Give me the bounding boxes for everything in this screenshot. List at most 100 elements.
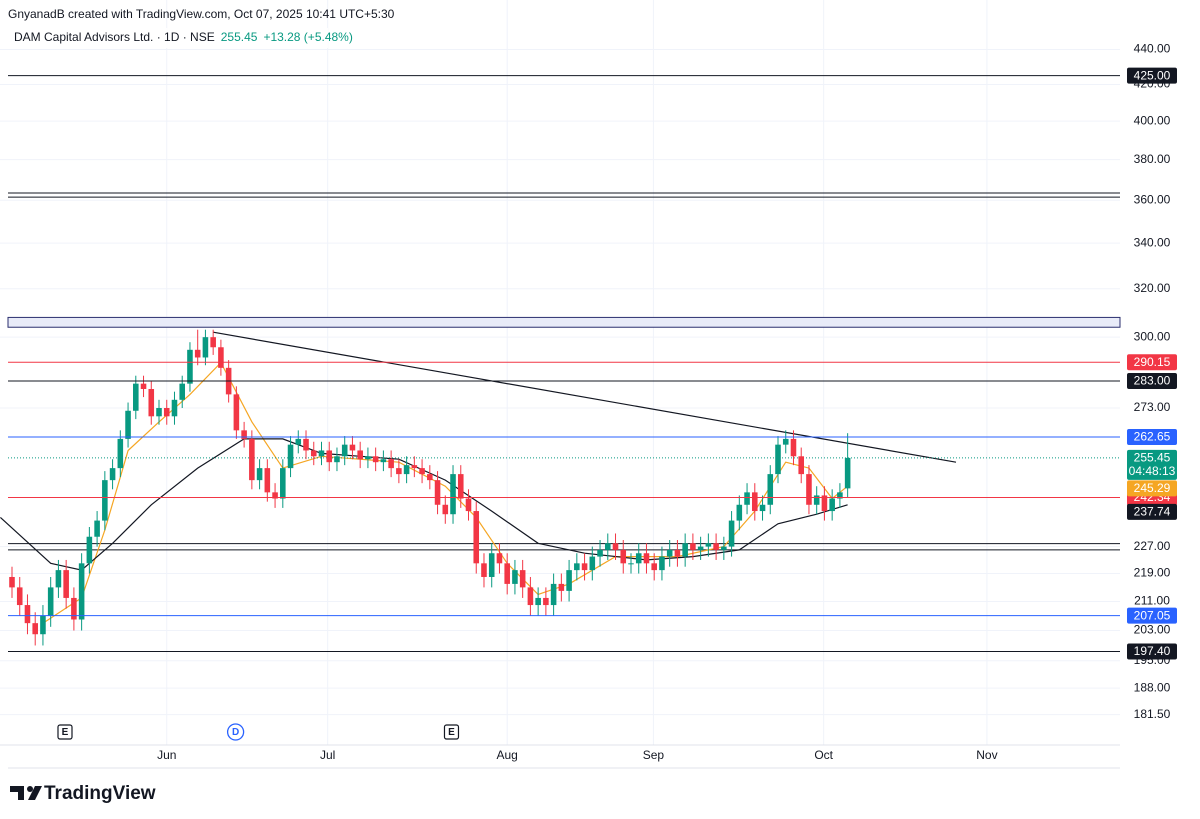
candle-body	[341, 444, 348, 457]
candle-body	[102, 480, 108, 521]
candle-body	[187, 349, 193, 384]
candle-body	[388, 459, 394, 469]
candle-body	[481, 563, 487, 577]
level-label: 207.05	[1134, 608, 1171, 622]
y-tick-label: 360.00	[1134, 192, 1171, 206]
candle-body	[47, 587, 54, 616]
candle-body	[744, 492, 750, 505]
candle-body	[496, 553, 503, 564]
candle-body	[109, 468, 116, 481]
y-tick-label: 400.00	[1134, 113, 1171, 127]
candle-body	[620, 549, 627, 564]
y-tick-label: 227.00	[1134, 539, 1171, 553]
y-tick-label: 340.00	[1134, 235, 1171, 249]
logo-icon	[10, 786, 42, 800]
candle-body	[728, 520, 735, 547]
x-tick-label: Nov	[976, 748, 997, 762]
candle-body	[473, 511, 480, 564]
candle-body	[125, 410, 131, 439]
candle-body	[581, 563, 588, 571]
candle-body	[566, 570, 572, 591]
candle-body	[163, 408, 170, 417]
candle-body	[782, 438, 789, 445]
candle-body	[16, 587, 23, 606]
candle-body	[133, 383, 139, 411]
header-price: 255.45	[221, 30, 258, 44]
candle-body	[357, 450, 363, 460]
candle-body	[512, 570, 518, 584]
candle-body	[635, 553, 642, 564]
candle-body	[210, 337, 216, 348]
x-tick-label: Jun	[157, 748, 176, 762]
level-label-bg	[1127, 643, 1177, 660]
candle-body	[71, 597, 77, 620]
candle-body	[78, 563, 85, 620]
candle-body	[295, 438, 302, 445]
candle-body	[736, 504, 743, 521]
candle-body	[117, 438, 124, 469]
candle-body	[813, 495, 820, 505]
candle-body	[334, 456, 340, 463]
candle-body	[326, 450, 333, 463]
candle-body	[844, 457, 851, 489]
candle-body	[659, 556, 665, 571]
candle-body	[55, 570, 62, 588]
candle-body	[241, 430, 247, 439]
y-tick-label: 300.00	[1134, 329, 1171, 343]
ma-label: 237.74	[1134, 505, 1171, 519]
zone	[7, 316, 1121, 328]
event-marker-label: D	[232, 727, 239, 738]
candle-body	[759, 504, 766, 512]
candle-body	[396, 468, 402, 475]
candle-body	[32, 623, 38, 635]
candle-body	[403, 465, 410, 475]
candle-body	[249, 438, 255, 481]
candle-body	[837, 492, 843, 499]
candle-body	[651, 563, 657, 571]
level-label: 283.00	[1134, 374, 1171, 388]
level-label: 290.15	[1134, 355, 1171, 369]
x-tick-label: Oct	[814, 748, 833, 762]
candle-body	[721, 546, 727, 550]
candle-body	[256, 468, 263, 481]
y-tick-label: 273.00	[1134, 400, 1171, 414]
candle-body	[767, 474, 774, 505]
header-change: +13.28 (+5.48%)	[263, 30, 352, 44]
candle-body	[527, 587, 534, 606]
candle-body	[821, 495, 828, 512]
candle-body	[63, 570, 69, 598]
trendline	[213, 331, 957, 463]
x-tick-label: Sep	[643, 748, 665, 762]
candle-body	[450, 474, 456, 515]
y-tick-label: 440.00	[1134, 42, 1171, 56]
candle-body	[674, 549, 681, 557]
candle-body	[535, 597, 541, 606]
candle-body	[752, 492, 758, 512]
candle-body	[427, 474, 433, 481]
candle-body	[411, 465, 418, 469]
candle-body	[666, 549, 673, 557]
legend-bg	[6, 28, 328, 48]
grid	[0, 0, 1120, 745]
candle-body	[287, 444, 294, 469]
candle-body	[798, 456, 805, 475]
candle-body	[280, 468, 286, 499]
candle-body	[519, 570, 526, 588]
candle-body	[94, 520, 100, 537]
logo-dot	[27, 786, 33, 792]
level-label-bg	[1127, 67, 1177, 84]
last-price-bg	[1127, 449, 1177, 480]
candle-body	[465, 498, 472, 512]
price-axis: 440.00420.00400.00380.00360.00340.00320.…	[0, 42, 1177, 769]
candle-body	[194, 349, 201, 358]
brand: TradingView	[44, 783, 156, 804]
candle-body	[705, 543, 712, 547]
candle-body	[233, 394, 240, 431]
candle-body	[775, 444, 781, 475]
last-price-label: 255.45	[1134, 451, 1171, 465]
watermark: GnyanadB created with TradingView.com, O…	[8, 7, 395, 21]
candle-body	[790, 438, 797, 457]
